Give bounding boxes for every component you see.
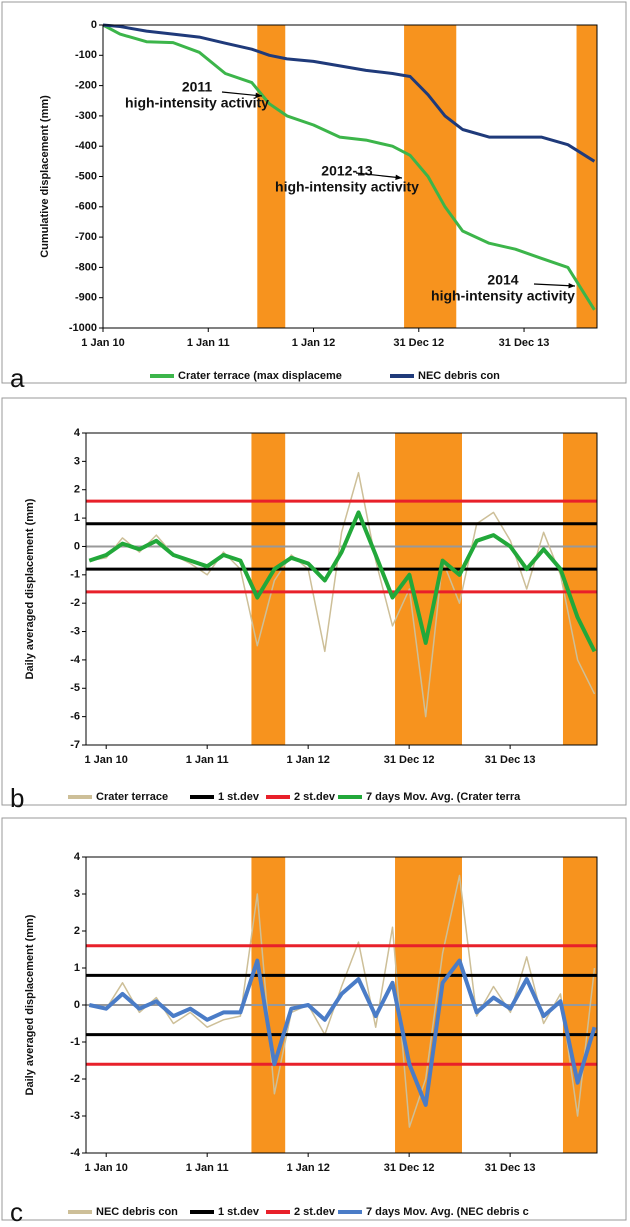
y-tick-label: -3 — [70, 1110, 80, 1122]
y-tick-label: -800 — [75, 261, 97, 273]
legend-label: 7 days Mov. Avg. (Crater terra — [366, 791, 521, 803]
y-tick-label: 1 — [74, 962, 80, 974]
panel-label: c — [10, 1197, 23, 1222]
panel: 4 3 2 1 0 -1 -2 -3 -4 -5 -6 -7 1 Jan 10 1 Jan 11 1 Jan… — [1, 397, 627, 813]
annotation-arrow — [221, 91, 263, 97]
annotation: 2014 — [487, 272, 518, 288]
y-tick-label: -100 — [75, 49, 97, 61]
legend-label: 2 st.dev — [294, 1206, 336, 1218]
annotation-arrow — [355, 172, 403, 179]
x-tick-label: 31 Dec 12 — [393, 337, 444, 349]
y-tick-label: -700 — [75, 231, 97, 243]
y-tick-label: 2 — [74, 484, 80, 496]
y-tick-label: -6 — [70, 711, 80, 723]
x-tick-label: 1 Jan 10 — [81, 337, 124, 349]
x-tick-label: 1 Jan 10 — [84, 1162, 127, 1174]
y-tick-label: -500 — [75, 170, 97, 182]
legend-label: 1 st.dev — [218, 1206, 260, 1218]
y-tick-label: -900 — [75, 292, 97, 304]
y-tick-label: -4 — [70, 1147, 81, 1159]
x-tick-label: 1 Jan 12 — [292, 337, 335, 349]
x-tick-label: 31 Dec 13 — [485, 1162, 536, 1174]
legend-label: 7 days Mov. Avg. (NEC debris c — [366, 1206, 529, 1218]
y-tick-label: 3 — [74, 888, 80, 900]
y-tick-label: -600 — [75, 201, 97, 213]
y-tick-label: -2 — [70, 1073, 80, 1085]
y-tick-label: -5 — [70, 682, 80, 694]
y-tick-label: -300 — [75, 110, 97, 122]
annotation: high-intensity activity — [431, 288, 575, 304]
legend-label: 2 st.dev — [294, 791, 336, 803]
activity-band — [576, 25, 597, 328]
activity-band — [251, 433, 286, 745]
y-tick-label: 0 — [91, 19, 97, 31]
y-tick-label: -200 — [75, 80, 97, 92]
y-axis-label: Cumulative displacement (mm) — [39, 95, 51, 258]
legend-label: Crater terrace — [96, 791, 168, 803]
annotation: 2012-13 — [321, 163, 373, 179]
x-tick-label: 1 Jan 11 — [187, 337, 230, 349]
y-tick-label: -1 — [70, 1036, 80, 1048]
y-axis-label: Daily averaged displacement (mm) — [24, 914, 36, 1095]
series-line — [89, 471, 596, 718]
panel-label: a — [10, 363, 25, 393]
x-tick-label: 1 Jan 11 — [186, 754, 229, 766]
annotation: 2011 — [182, 79, 213, 95]
y-tick-label: 4 — [74, 427, 81, 439]
y-tick-label: 0 — [74, 540, 80, 552]
annotation: high-intensity activity — [275, 179, 419, 195]
panel: 0 -100 -200 -300 -400 -500 -600 -700 -800 -900 -10… — [1, 1, 627, 393]
y-tick-label: -1 — [70, 569, 80, 581]
series-line — [89, 874, 596, 1128]
series-line — [88, 510, 597, 653]
x-tick-label: 31 Dec 13 — [499, 337, 550, 349]
activity-band — [404, 25, 457, 328]
y-tick-label: 4 — [74, 851, 81, 863]
panel-border — [1, 397, 627, 806]
x-tick-label: 31 Dec 12 — [384, 1162, 435, 1174]
activity-band — [257, 25, 286, 328]
panel-label: b — [10, 783, 24, 813]
annotation: high-intensity activity — [125, 95, 269, 111]
plot-frame — [85, 432, 598, 746]
y-tick-label: -1000 — [69, 322, 97, 334]
x-tick-label: 1 Jan 10 — [84, 754, 127, 766]
y-tick-label: 2 — [74, 925, 80, 937]
series-line — [88, 958, 597, 1107]
panel-border — [1, 1, 627, 384]
annotation-arrow — [533, 283, 576, 287]
y-tick-label: 1 — [74, 512, 80, 524]
y-tick-label: -4 — [70, 654, 81, 666]
y-tick-label: -3 — [70, 625, 80, 637]
legend-label: 1 st.dev — [218, 791, 260, 803]
series-line — [102, 23, 596, 163]
panel-border — [1, 817, 627, 1221]
y-tick-label: 0 — [74, 999, 80, 1011]
x-tick-label: 1 Jan 12 — [286, 754, 329, 766]
legend-label: NEC debris con — [418, 370, 500, 382]
arrow-head — [568, 282, 575, 289]
legend-label: NEC debris con — [96, 1206, 178, 1218]
y-tick-label: -400 — [75, 140, 97, 152]
y-tick-label: -7 — [70, 739, 80, 751]
legend-label: Crater terrace (max displaceme — [178, 370, 342, 382]
panel: 4 3 2 1 0 -1 -2 -3 -41 Jan 10 1 Jan 11 1 Jan 12 31 … — [1, 817, 627, 1227]
arrow-head — [255, 92, 262, 99]
x-tick-label: 1 Jan 11 — [186, 1162, 229, 1174]
x-tick-label: 1 Jan 12 — [286, 1162, 329, 1174]
activity-band — [395, 433, 462, 745]
series-line — [102, 23, 596, 311]
arrow-head — [395, 174, 402, 181]
x-tick-label: 31 Dec 12 — [384, 754, 435, 766]
x-tick-label: 31 Dec 13 — [485, 754, 536, 766]
y-tick-label: -2 — [70, 597, 80, 609]
y-tick-label: 3 — [74, 455, 80, 467]
y-axis-label: Daily averaged displacement (mm) — [24, 498, 36, 679]
